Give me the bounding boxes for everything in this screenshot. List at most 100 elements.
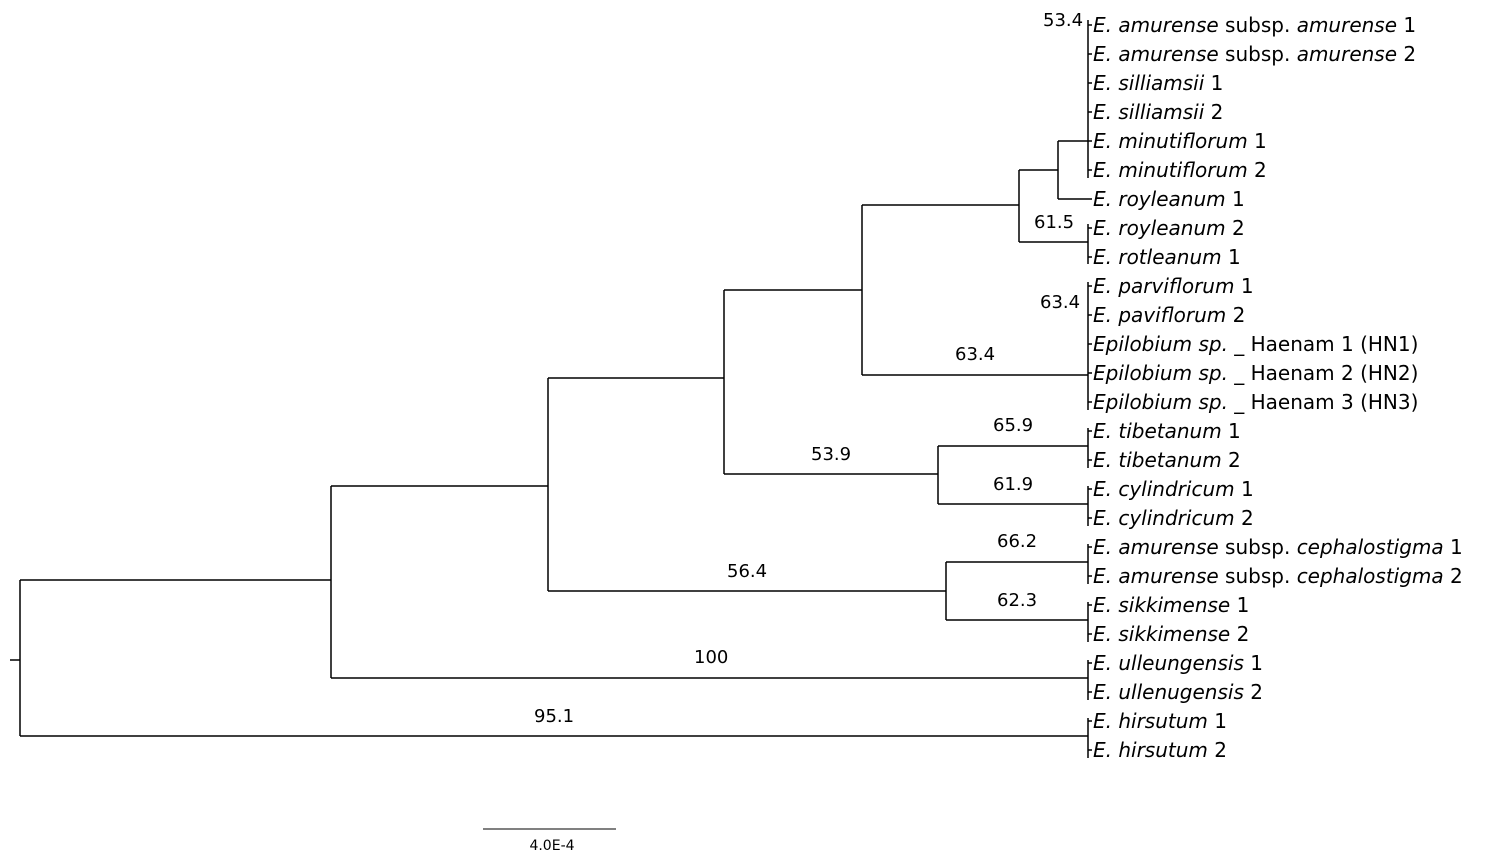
support-value: 63.4 [955, 344, 995, 365]
parviflorum-group-node [861, 204, 1088, 376]
tip-label-italic-part: E. royleanum [1093, 216, 1226, 240]
support-value: 61.9 [993, 474, 1033, 495]
tip-label: E. amurense subsp. amurense 1 [1093, 13, 1416, 37]
tip-label-part: 2 [1204, 100, 1223, 124]
tip-label: E. minutiflorum 1 [1093, 129, 1267, 153]
tip-label: E. hirsutum 2 [1093, 738, 1227, 762]
scale-bar-label: 4.0E-4 [529, 838, 574, 854]
tip-label: E. sikkimense 2 [1093, 622, 1249, 646]
tip-label-part: 2 [1444, 564, 1463, 588]
tip-label-part: 2 [1226, 303, 1245, 327]
tip-label-italic-part: E. amurense [1093, 535, 1219, 559]
tip-label-part: _ Haenam 3 (HN3) [1228, 390, 1419, 414]
tip-label-part: subsp. [1219, 564, 1297, 588]
tip-label-part: 1 [1234, 274, 1253, 298]
tip-label-part: 2 [1230, 622, 1249, 646]
tip-label-italic-part: E. ulleungensis [1093, 651, 1244, 675]
support-value: 66.2 [997, 531, 1037, 552]
tip-label-part: 2 [1208, 738, 1227, 762]
tip-label: E. royleanum 1 [1093, 187, 1245, 211]
tip-label: E. hirsutum 1 [1093, 709, 1227, 733]
tip-label: Epilobium sp. _ Haenam 3 (HN3) [1093, 390, 1418, 414]
cephalostigma-sikkimense-node [945, 561, 1088, 621]
tibetanum-cylindricum-node [937, 445, 1088, 505]
support-value: 100 [694, 647, 728, 668]
tip-label-part: 1 [1226, 187, 1245, 211]
tip-label: E. sikkimense 1 [1093, 593, 1249, 617]
tip-label: Epilobium sp. _ Haenam 1 (HN1) [1093, 332, 1418, 356]
tip-label-italic-part: E. rotleanum [1093, 245, 1222, 269]
tip-label-part: 1 [1204, 71, 1223, 95]
tip-label-part: 1 [1230, 593, 1249, 617]
support-value: 65.9 [993, 415, 1033, 436]
tip-label-italic-part: E. cylindricum [1093, 477, 1235, 501]
tip-label-italic-part: E. tibetanum [1093, 448, 1222, 472]
tip-label-italic-part: E. cylindricum [1093, 506, 1235, 530]
tip-label: E. tibetanum 1 [1093, 419, 1241, 443]
support-value: 53.9 [811, 444, 851, 465]
tip-label-italic-part: Epilobium sp. [1093, 361, 1228, 385]
amurense-royleanum-node [1018, 169, 1088, 243]
amurense-group-node [1057, 140, 1088, 200]
tip-label-part: 1 [1208, 709, 1227, 733]
tip-label-italic-part: E. amurense [1093, 13, 1219, 37]
tip-label-italic-part: E. paviflorum [1093, 303, 1226, 327]
tip-label-part: 2 [1226, 216, 1245, 240]
tip-label: E. silliamsii 1 [1093, 71, 1223, 95]
tip-label-part: 1 [1244, 651, 1263, 675]
tip-label-part: 2 [1235, 506, 1254, 530]
tip-label-italic-part: E. royleanum [1093, 187, 1226, 211]
tip-label-part: subsp. [1219, 535, 1297, 559]
tip-label-part: 2 [1397, 42, 1416, 66]
tip-label-part: 2 [1248, 158, 1267, 182]
tip-label: Epilobium sp. _ Haenam 2 (HN2) [1093, 361, 1418, 385]
tip-label-part: subsp. [1219, 13, 1297, 37]
tip-label-part: 1 [1444, 535, 1463, 559]
tip-label-italic-part: Epilobium sp. [1093, 390, 1228, 414]
tip-label: E. rotleanum 1 [1093, 245, 1241, 269]
root-node [19, 579, 1088, 737]
tip-label-italic-part: Epilobium sp. [1093, 332, 1228, 356]
ingroup-node [330, 485, 1088, 679]
tip-label-part: 1 [1235, 477, 1254, 501]
tip-label: E. paviflorum 2 [1093, 303, 1245, 327]
support-value: 95.1 [534, 706, 574, 727]
support-value: 62.3 [997, 590, 1037, 611]
tip-label-italic-part: cephalostigma [1297, 564, 1444, 588]
tip-label-italic-part: cephalostigma [1297, 535, 1444, 559]
tip-label-part: subsp. [1219, 42, 1297, 66]
tip-label-italic-part: E. hirsutum [1093, 709, 1208, 733]
tip-label-part: 1 [1222, 419, 1241, 443]
tip-label-italic-part: E. silliamsii [1093, 71, 1205, 95]
tip-label: E. ulleungensis 1 [1093, 651, 1263, 675]
tip-label: E. ullenugensis 2 [1093, 680, 1263, 704]
tip-label-part: 2 [1244, 680, 1263, 704]
tip-label: E. cylindricum 1 [1093, 477, 1254, 501]
tip-label-part: _ Haenam 2 (HN2) [1228, 361, 1419, 385]
tip-label: E. amurense subsp. cephalostigma 2 [1093, 564, 1463, 588]
tip-label-italic-part: E. amurense [1093, 564, 1219, 588]
tip-label-italic-part: E. minutiflorum [1093, 129, 1248, 153]
tip-label: E. cylindricum 2 [1093, 506, 1254, 530]
tip-label: E. amurense subsp. amurense 2 [1093, 42, 1416, 66]
tip-label-part: 2 [1222, 448, 1241, 472]
tip-label-italic-part: E. sikkimense [1093, 622, 1230, 646]
tip-label-italic-part: E. amurense [1093, 42, 1219, 66]
support-value: 53.4 [1043, 10, 1083, 31]
tip-label: E. royleanum 2 [1093, 216, 1245, 240]
tip-label-part: 1 [1222, 245, 1241, 269]
tip-label-italic-part: E. ullenugensis [1093, 680, 1244, 704]
tip-label: E. parviflorum 1 [1093, 274, 1254, 298]
tip-labels: E. amurense subsp. amurense 1E. amurense… [1088, 13, 1463, 762]
tip-label: E. amurense subsp. cephalostigma 1 [1093, 535, 1463, 559]
tip-label-italic-part: amurense [1297, 13, 1397, 37]
support-value: 56.4 [727, 561, 767, 582]
tip-label-italic-part: E. hirsutum [1093, 738, 1208, 762]
tip-label-part: 1 [1248, 129, 1267, 153]
major-clade-node [547, 377, 946, 592]
support-value: 61.5 [1034, 212, 1074, 233]
tip-label-italic-part: E. silliamsii [1093, 100, 1205, 124]
tip-label-part: 1 [1397, 13, 1416, 37]
tip-label-italic-part: amurense [1297, 42, 1397, 66]
